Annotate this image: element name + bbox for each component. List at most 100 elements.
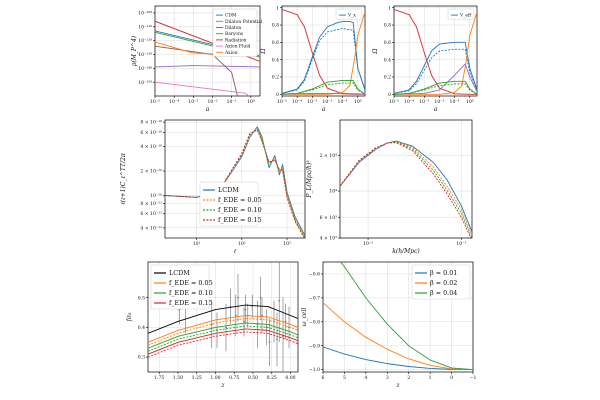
chart-rho: 10⁻⁵ 10⁻⁴ 10⁻³ 10⁻² 10⁻¹ 10⁰ 10⁻¹⁰⁰ 10⁻¹¹⁰ 10⁻¹²… — [131, 5, 263, 113]
y-axis-label: Ω — [372, 48, 379, 54]
data-point — [243, 320, 245, 323]
legend-label: β = 0.02 — [430, 279, 457, 287]
x-tick-label: 10² — [238, 241, 246, 247]
legend-label: Axion Fluid — [224, 45, 251, 50]
series-line-f-ede-0-10 — [148, 322, 298, 349]
legend-box — [150, 264, 210, 310]
x-tick-label: 10³ — [283, 241, 291, 247]
plot-frame — [281, 5, 366, 97]
plot-frame — [322, 261, 474, 373]
x-tick-label: 6 — [322, 375, 325, 381]
y-tick-label: 10⁻¹⁰ — [150, 193, 162, 199]
legend-label: f_EDE = 0.05 — [169, 279, 213, 287]
series-line-purple-3 — [394, 63, 477, 95]
series-line-red-0 — [394, 9, 477, 95]
series-line-dilaton-potential — [155, 65, 260, 68]
y-tick-label: 10⁻¹⁵⁰ — [138, 80, 152, 86]
y-tick-label: 0 — [276, 92, 279, 98]
data-point — [268, 341, 271, 344]
series-line--0-01 — [323, 346, 473, 371]
data-point — [261, 314, 263, 317]
chart-pk: 10⁻² 10⁻¹ 4 × 10³ 6 × 10³ 10⁴ 2 × 10⁴ k(h/Mpc)… — [306, 119, 473, 255]
x-tick-label: 10⁻⁴ — [404, 99, 414, 105]
x-tick-label: 10⁻¹ — [227, 99, 237, 105]
y-tick-label: 0.6 — [272, 40, 279, 46]
legend: LCDM f_EDE = 0.05 f_EDE = 0.10 f_EDE = 0.15 — [199, 181, 262, 227]
legend-label: Baryons — [225, 32, 244, 37]
series-line-orange-3 — [282, 11, 365, 95]
legend-label: LCDM — [218, 186, 239, 194]
legend: V_eff — [447, 8, 475, 20]
data-point — [276, 338, 278, 341]
x-axis-label: z — [220, 382, 225, 389]
series-line-green-5 — [394, 80, 477, 95]
x-tick-label: 10⁻² — [207, 99, 217, 105]
y-tick-label: 0.8 — [272, 23, 279, 29]
x-tick-label: 10⁻³ — [307, 99, 317, 105]
chart-omega-veff: 10⁻⁵ 10⁻⁴ 10⁻³ 10⁻² 10⁻¹ 10⁰ 0 0.2 0.4 0.6 0.8 1 a Ω V… — [372, 5, 478, 113]
x-tick-label: 0.25 — [267, 375, 277, 381]
y-tick-label: 1 — [276, 5, 279, 11]
series-line-red-3 — [340, 142, 472, 238]
x-tick-label: 10⁻² — [322, 99, 332, 105]
x-axis-label: ℓ — [234, 248, 237, 255]
y-tick-label: 0.4 — [384, 57, 391, 63]
legend-label: f_EDE = 0.10 — [218, 206, 262, 214]
x-tick-label: 10¹ — [193, 241, 201, 247]
y-axis-label: ρ(M_P^4) — [131, 35, 138, 67]
legend-box — [199, 181, 259, 227]
x-tick-label: 10⁻⁴ — [169, 99, 179, 105]
data-point — [234, 314, 237, 317]
legend: V_x — [335, 8, 363, 20]
data-point — [259, 296, 262, 299]
chart-cmb: 10¹ 10² 10³ 8 × 10⁻¹⁰ 6 × 10⁻¹⁰ 4 × 10⁻¹⁰ 2 × … — [120, 119, 306, 255]
data-point — [278, 299, 281, 302]
y-tick-label: 2 × 10⁻¹⁰ — [140, 169, 162, 175]
legend-label: β = 0.04 — [430, 289, 457, 297]
x-tick-label: 10⁻⁴ — [292, 99, 302, 105]
series-line--0-02 — [323, 302, 473, 371]
y-tick-label: 0.2 — [272, 75, 279, 81]
x-tick-label: 10⁰ — [247, 99, 255, 105]
legend-label: LCDM — [169, 269, 190, 277]
legend-box — [447, 8, 475, 20]
y-tick-label: 10⁻¹⁰⁰ — [138, 11, 152, 17]
x-axis-label: a — [322, 106, 326, 113]
x-tick-label: 10⁻⁵ — [277, 99, 287, 105]
x-tick-label: 10⁰ — [466, 99, 474, 105]
x-axis-label: a — [434, 106, 438, 113]
y-tick-label: 0.6 — [384, 40, 391, 46]
x-tick-label: 10⁻¹ — [450, 99, 460, 105]
x-tick-label: 10⁻³ — [188, 99, 198, 105]
series-line-purple-6 — [282, 92, 365, 95]
y-tick-label: 2 × 10⁴ — [320, 153, 338, 159]
x-tick-label: 5 — [343, 375, 346, 381]
series-line--0-04 — [340, 262, 473, 371]
plot-frame — [147, 261, 299, 373]
x-tick-label: 1 — [429, 375, 432, 381]
legend-box — [212, 8, 258, 57]
series-line-axion-fluid — [155, 81, 250, 96]
y-axis-label: fσ₈ — [126, 312, 133, 322]
y-tick-label: −0.9 — [309, 343, 320, 349]
y-tick-label: 0.4 — [272, 57, 279, 63]
y-tick-label: 10⁴ — [329, 189, 337, 195]
y-tick-label: −1.0 — [309, 367, 320, 373]
x-tick-label: 10⁻¹ — [338, 99, 348, 105]
x-tick-label: 10⁻⁵ — [389, 99, 399, 105]
y-tick-label: −0.6 — [309, 272, 320, 278]
y-tick-label: 6 × 10⁻¹⁰ — [140, 130, 162, 136]
legend: β = 0.01 β = 0.02 β = 0.04 — [411, 264, 471, 300]
y-tick-label: 10⁻¹²⁰ — [138, 38, 152, 44]
y-axis-label: Ω — [260, 48, 267, 54]
series-line-blue-0 — [340, 140, 472, 233]
y-tick-label: 10⁻¹⁴⁰ — [138, 66, 152, 72]
legend-label: f_EDE = 0.05 — [218, 196, 262, 204]
series-line-orange-4 — [394, 11, 477, 95]
y-tick-label: 4 × 10³ — [320, 236, 338, 242]
chart-wcell: 6 5 4 3 2 1 0 −1 −0.6 −0.7 −0.8 −0.9 −1.0 z ω_cell β = … — [301, 261, 476, 389]
y-tick-label: 1 — [388, 5, 391, 11]
data-point — [284, 320, 287, 323]
x-tick-label: 0.50 — [248, 375, 258, 381]
